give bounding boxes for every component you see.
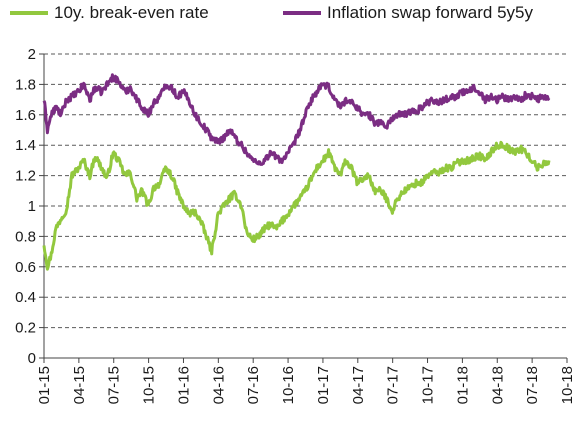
x-tick-label: 10-15 xyxy=(141,366,158,404)
x-tick-label: 01-18 xyxy=(454,366,471,404)
y-tick-label: 0 xyxy=(28,350,36,367)
legend-item-series-1: 10y. break-even rate xyxy=(10,3,209,23)
x-tick-label: 04-17 xyxy=(350,366,367,404)
x-tick-label: 10-17 xyxy=(420,366,437,404)
y-tick-label: 0.6 xyxy=(15,259,36,276)
x-tick-label: 04-16 xyxy=(210,366,227,404)
legend-swatch-series-1 xyxy=(10,11,48,15)
x-tick-label: 07-17 xyxy=(385,366,402,404)
y-tick-label: 1 xyxy=(28,198,36,215)
y-tick-label: 1.8 xyxy=(15,76,36,93)
legend-item-series-2: Inflation swap forward 5y5y xyxy=(283,3,533,23)
y-tick-label: 0.2 xyxy=(15,320,36,337)
x-tick-label: 07-15 xyxy=(106,366,123,404)
y-tick-label: 0.4 xyxy=(15,289,36,306)
y-tick-label: 1.4 xyxy=(15,137,36,154)
y-tick-label: 1.2 xyxy=(15,168,36,185)
x-tick-label: 04-15 xyxy=(71,366,88,404)
x-tick-label: 10-18 xyxy=(559,366,576,404)
y-tick-label: 0.8 xyxy=(15,228,36,245)
series-line-2 xyxy=(42,73,551,166)
x-tick-label: 04-18 xyxy=(489,366,506,404)
x-tick-label: 07-18 xyxy=(524,366,541,404)
y-tick-label: 2 xyxy=(28,46,36,63)
y-tick-label: 1.6 xyxy=(15,107,36,124)
x-tick-label: 01-15 xyxy=(36,366,53,404)
x-tick-label: 01-17 xyxy=(315,366,332,404)
legend-swatch-series-2 xyxy=(283,11,321,15)
legend-label-series-1: 10y. break-even rate xyxy=(54,3,209,22)
x-tick-label: 07-16 xyxy=(245,366,262,404)
x-tick-label: 10-16 xyxy=(280,366,297,404)
legend-label-series-2: Inflation swap forward 5y5y xyxy=(327,3,533,22)
legend: 10y. break-even rate Inflation swap forw… xyxy=(0,3,584,29)
series-line-1 xyxy=(42,140,551,271)
x-tick-label: 01-16 xyxy=(175,366,192,404)
